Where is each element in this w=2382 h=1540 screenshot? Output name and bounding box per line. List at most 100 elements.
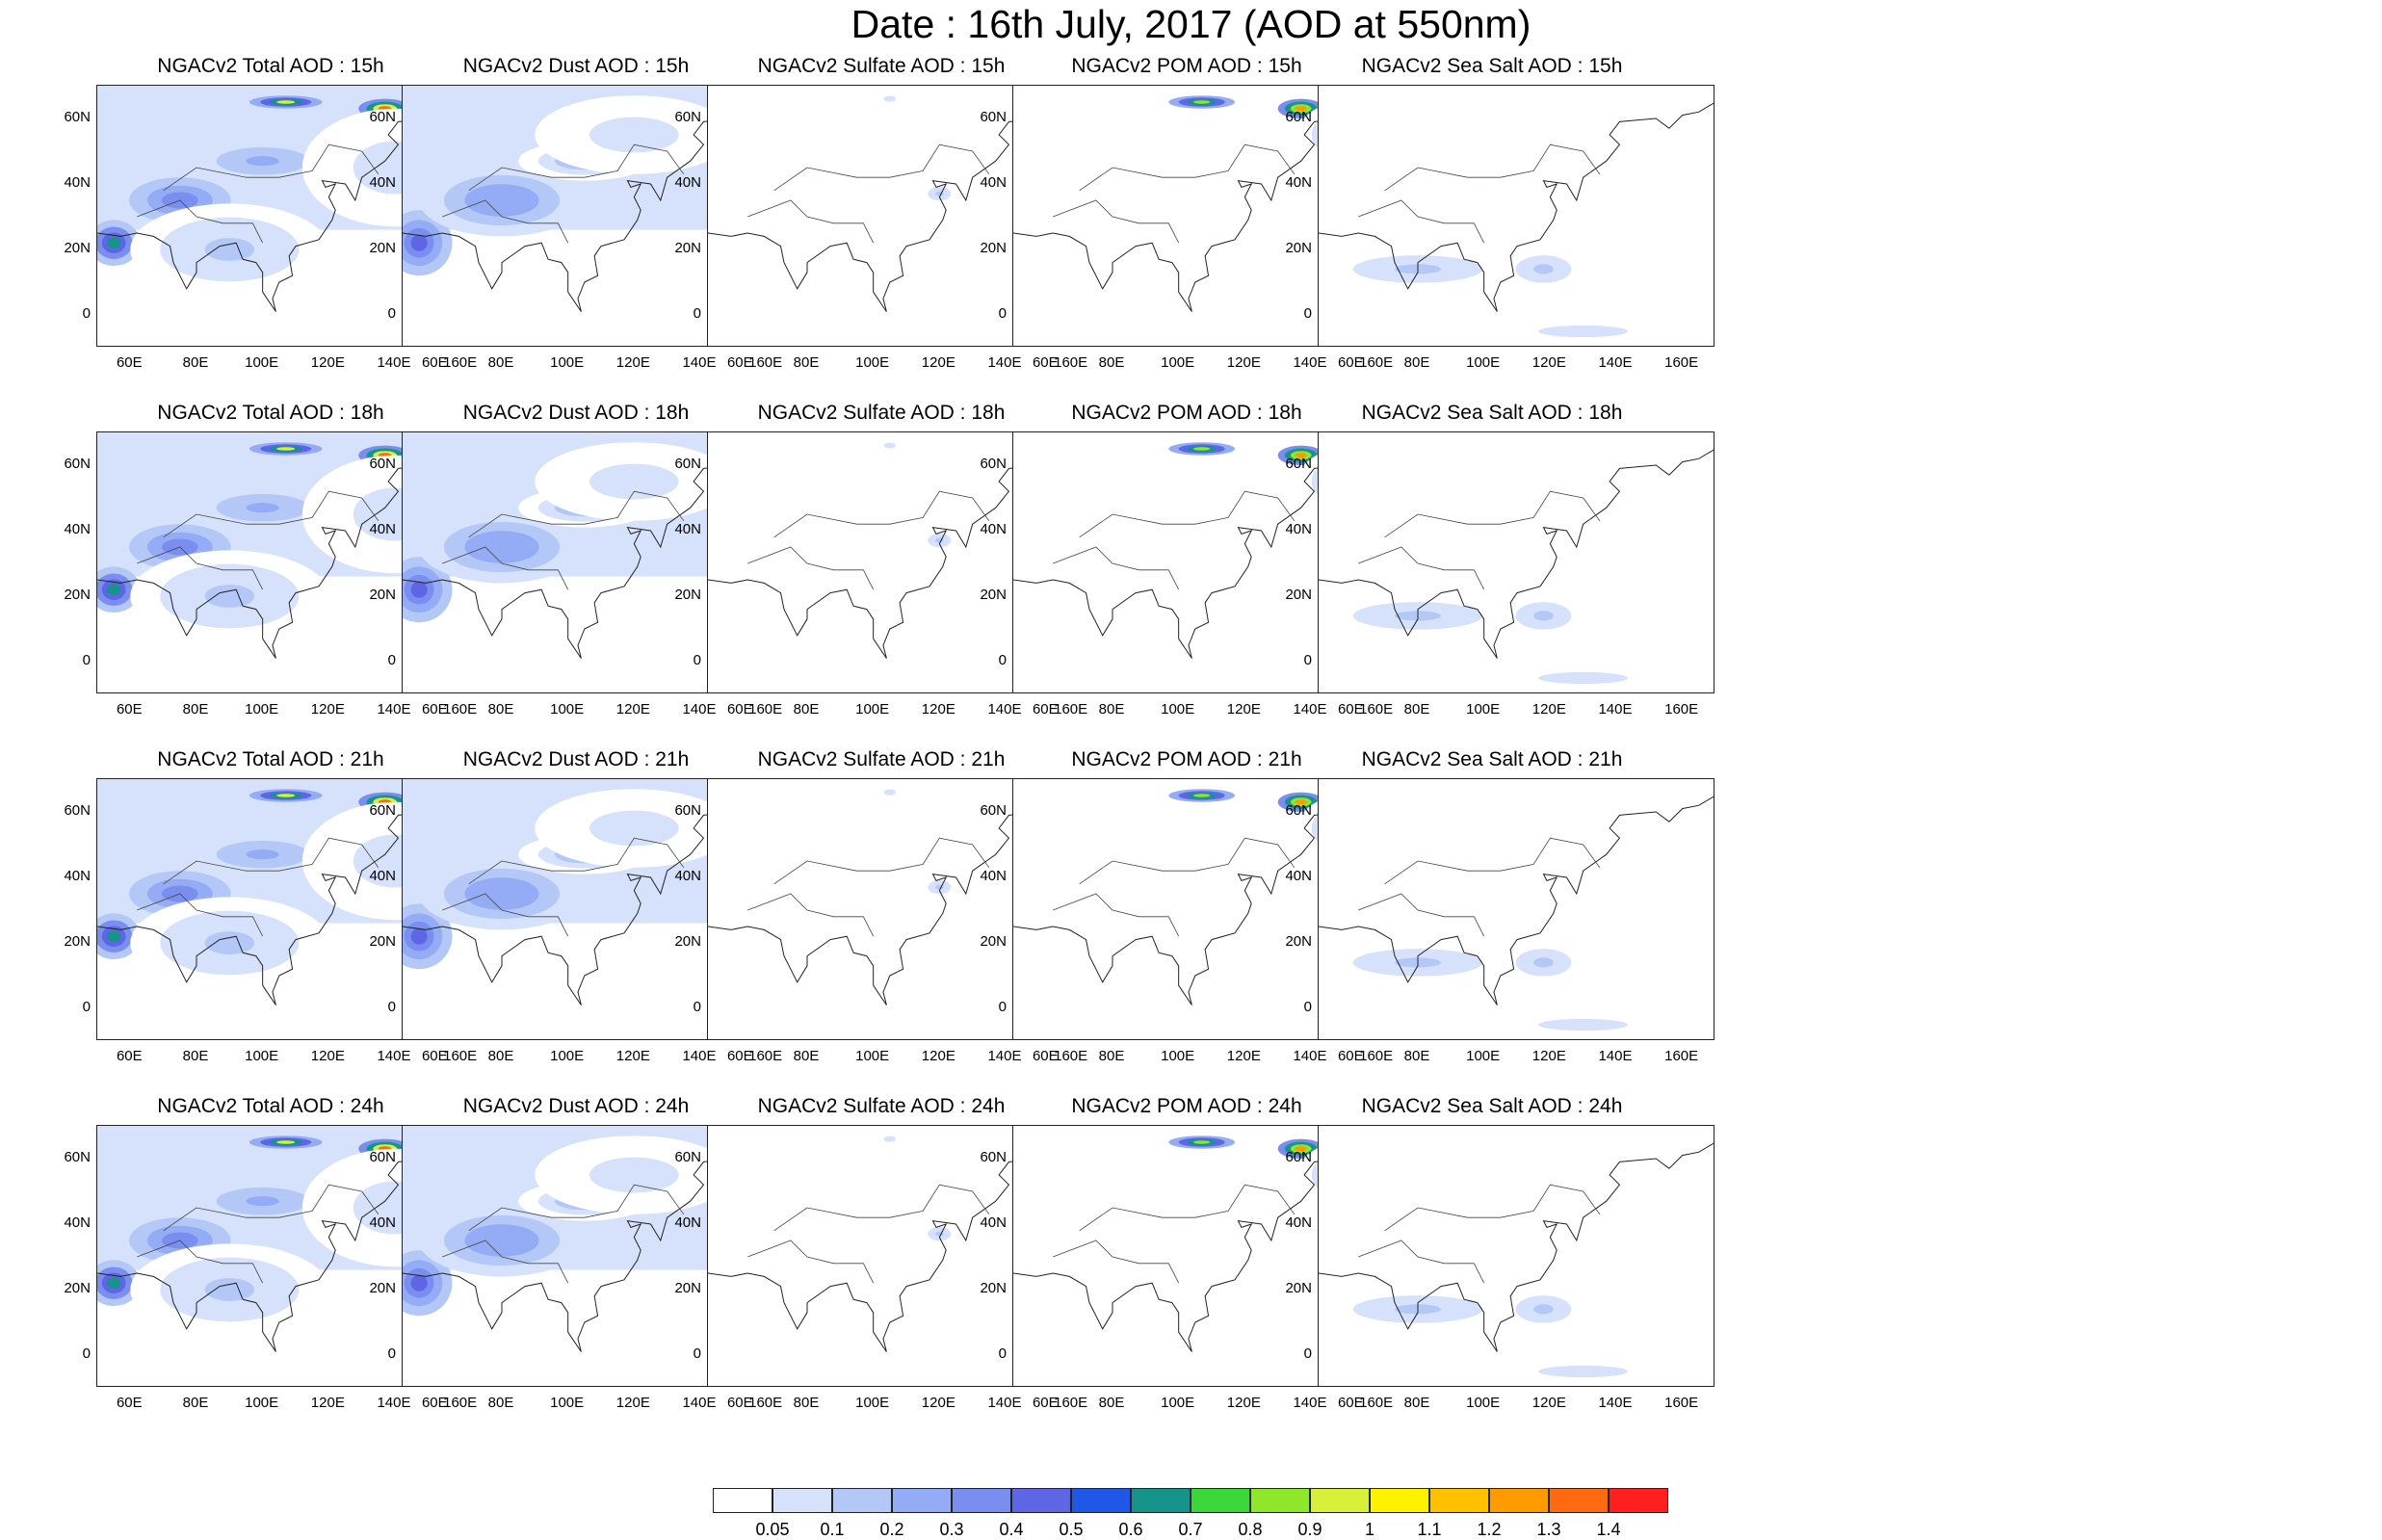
lon-tick-label: 80E xyxy=(487,701,514,718)
aod-plume xyxy=(609,1164,660,1186)
colorbar-swatch xyxy=(1370,1488,1429,1513)
lon-tick-label: 80E xyxy=(793,701,820,718)
aod-plume xyxy=(246,849,279,860)
aod-plume xyxy=(1295,106,1307,112)
lon-tick-label: 140E xyxy=(1293,1395,1327,1411)
lat-tick-label: 0 xyxy=(82,305,91,322)
colorbar-label: 0.6 xyxy=(1118,1520,1143,1539)
lon-tick-label: 100E xyxy=(855,1395,890,1411)
lon-tick-label: 100E xyxy=(1161,701,1195,718)
panel-title: NGACv2 Sulfate AOD : 21h xyxy=(757,748,1006,770)
country-border xyxy=(747,893,875,937)
lon-tick-label: 160E xyxy=(1664,701,1699,718)
colorbar-swatch xyxy=(952,1488,1011,1513)
lat-tick-label: 0 xyxy=(1303,1345,1312,1362)
figure-title: Date : 16th July, 2017 (AOD at 550nm) xyxy=(851,2,1531,46)
lon-tick-label: 140E xyxy=(987,354,1022,371)
lat-tick-label: 0 xyxy=(693,999,701,1015)
lon-tick-label: 100E xyxy=(1161,1395,1195,1411)
country-border xyxy=(137,893,264,937)
lon-tick-label: 60E xyxy=(726,1048,753,1064)
lat-tick-label: 60N xyxy=(674,802,701,819)
lat-tick-label: 0 xyxy=(82,652,91,668)
lon-tick-label: 160E xyxy=(1664,1048,1699,1064)
panel-title: NGACv2 POM AOD : 18h xyxy=(1071,402,1302,424)
colorbar-swatch xyxy=(1011,1488,1071,1513)
aod-plume xyxy=(1193,1140,1211,1144)
aod-plume xyxy=(609,124,660,145)
lat-tick-label: 40N xyxy=(980,521,1007,537)
aod-plume xyxy=(410,927,428,945)
country-border xyxy=(773,1184,990,1232)
lon-tick-label: 60E xyxy=(1032,1048,1059,1064)
coastline xyxy=(1319,1142,1714,1352)
lon-tick-label: 140E xyxy=(377,1048,411,1064)
lat-tick-label: 40N xyxy=(369,521,396,537)
lat-tick-label: 20N xyxy=(674,1280,701,1296)
coastline xyxy=(1319,102,1714,312)
coastline xyxy=(708,796,1103,1005)
panel-title: NGACv2 Total AOD : 21h xyxy=(157,748,384,770)
lat-tick-label: 60N xyxy=(1285,456,1312,472)
aod-map xyxy=(708,438,1103,659)
lon-tick-label: 160E xyxy=(1054,701,1088,718)
lon-tick-label: 160E xyxy=(1664,1395,1699,1411)
lon-tick-label: 60E xyxy=(116,1395,143,1411)
lon-tick-label: 120E xyxy=(1531,701,1566,718)
country-border xyxy=(747,1240,875,1284)
lon-tick-label: 80E xyxy=(1403,354,1430,371)
lon-tick-label: 160E xyxy=(748,354,783,371)
lat-tick-label: 20N xyxy=(980,1280,1007,1296)
lat-tick-label: 20N xyxy=(674,587,701,603)
aod-plume xyxy=(1533,264,1554,274)
coastline xyxy=(403,102,798,312)
lon-tick-label: 140E xyxy=(682,1395,717,1411)
aod-map xyxy=(708,785,1103,1005)
lat-tick-label: 20N xyxy=(674,240,701,256)
aod-plume xyxy=(1557,674,1609,682)
colorbar-label: 0.5 xyxy=(1059,1520,1084,1539)
aod-plume xyxy=(276,447,296,451)
lat-tick-label: 40N xyxy=(1285,868,1312,884)
colorbar-swatch xyxy=(832,1488,892,1513)
aod-plume xyxy=(276,794,296,797)
lon-tick-label: 120E xyxy=(1226,1395,1261,1411)
lon-tick-label: 140E xyxy=(1598,701,1633,718)
lon-tick-label: 100E xyxy=(855,1048,890,1064)
coastline xyxy=(97,796,492,1005)
lat-tick-label: 40N xyxy=(674,868,701,884)
lon-tick-label: 80E xyxy=(487,1048,514,1064)
lon-tick-label: 80E xyxy=(182,1048,209,1064)
country-border xyxy=(1053,199,1180,244)
panel-title: NGACv2 Sea Salt AOD : 15h xyxy=(1361,55,1623,77)
map-panel: NGACv2 Sea Salt AOD : 24h 60N 40N 20N 0 60E 80… xyxy=(1270,1092,1751,1429)
colorbar-swatch xyxy=(892,1488,952,1513)
lat-tick-label: 0 xyxy=(998,999,1007,1015)
coastline xyxy=(708,102,1103,312)
lon-tick-label: 160E xyxy=(1359,354,1394,371)
lon-tick-label: 100E xyxy=(550,701,585,718)
colorbar-swatch xyxy=(713,1488,772,1513)
lat-tick-label: 60N xyxy=(64,456,91,472)
aod-plume xyxy=(410,581,428,598)
panel-title: NGACv2 Sea Salt AOD : 24h xyxy=(1361,1095,1623,1117)
lon-tick-label: 120E xyxy=(921,1048,955,1064)
lat-tick-label: 60N xyxy=(1285,109,1312,125)
lat-tick-label: 0 xyxy=(387,999,396,1015)
colorbar-swatch xyxy=(1071,1488,1131,1513)
lon-tick-label: 120E xyxy=(615,701,650,718)
colorbar-label: 0.1 xyxy=(820,1520,845,1539)
aod-plume xyxy=(246,156,279,167)
colorbar-label: 0.7 xyxy=(1178,1520,1203,1539)
country-border xyxy=(468,490,685,538)
lon-tick-label: 100E xyxy=(855,701,890,718)
country-border xyxy=(137,546,264,590)
map-panel: NGACv2 Sea Salt AOD : 18h 60N 40N 20N 0 60E 80… xyxy=(1270,399,1751,736)
country-border xyxy=(773,144,990,192)
lat-tick-label: 40N xyxy=(674,174,701,191)
aod-plume xyxy=(1557,327,1609,335)
lon-tick-label: 100E xyxy=(550,354,585,371)
lon-tick-label: 160E xyxy=(1054,1395,1088,1411)
lon-tick-label: 100E xyxy=(550,1395,585,1411)
lon-tick-label: 140E xyxy=(377,354,411,371)
